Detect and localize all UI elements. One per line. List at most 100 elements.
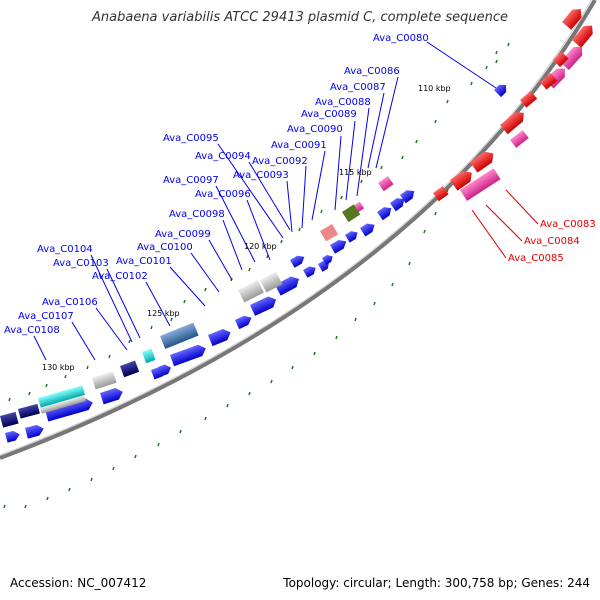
tick-mark-49 [3,504,6,509]
gene-ava-c0089 [342,204,361,223]
gene-label-ava-c0080[interactable]: Ava_C0080 [373,33,429,44]
tick-mark-30 [408,261,411,266]
accession-text: Accession: NC_007412 [10,576,147,590]
gene-blue-2 [377,207,392,221]
gene-label-ava-c0092[interactable]: Ava_C0092 [252,156,308,167]
gene-label-ava-c0102[interactable]: Ava_C0102 [92,271,148,282]
tick-mark-31 [391,282,394,287]
tick-mark-21 [108,354,111,359]
scale-labels: 110 kbp 115 kbp 120 kbp 125 kbp 130 kbp [42,84,451,372]
leader-red-0 [505,189,539,225]
scale-label-130: 130 kbp [42,363,75,372]
gene-blue-20 [322,255,333,265]
leader-blue-1 [375,76,399,169]
gene-label-ava-c0099[interactable]: Ava_C0099 [155,229,211,240]
gene-label-ava-c0088[interactable]: Ava_C0088 [315,97,371,108]
gene-ava-c0108-shape [0,411,19,428]
gene-blue-10-shape [235,315,252,330]
tick-mark-40 [204,416,207,421]
tick-mark-4 [434,119,437,124]
gene-blue-15-shape [45,398,93,422]
gene-ava-c0107-shape [18,403,40,419]
gene-label-ava-c0086[interactable]: Ava_C0086 [344,66,400,77]
gene-label-ava-c0087[interactable]: Ava_C0087 [330,82,386,93]
gene-label-ava-c0097[interactable]: Ava_C0097 [163,175,219,186]
leader-blue-20 [95,307,128,351]
gene-red-2 [572,25,593,48]
gene-label-ava-c0103[interactable]: Ava_C0103 [53,258,109,269]
gene-blue-3-shape [360,223,375,237]
backbone-circle [0,0,597,460]
gene-label-ava-c0095[interactable]: Ava_C0095 [163,133,219,144]
tick-mark-41 [179,429,182,434]
tick-mark-29 [423,229,426,234]
gene-blue-1-shape [390,198,405,212]
gene-ava-c0102-shape [120,360,140,378]
gene-ava-c0098 [160,322,199,349]
gene-label-ava-c0090[interactable]: Ava_C0090 [287,124,343,135]
leader-blue-16 [169,266,206,307]
leader-blue-19 [90,254,133,343]
gene-label-ava-c0089[interactable]: Ava_C0089 [301,109,357,120]
gene-blue-7 [303,266,316,278]
leader-blue-18 [106,268,141,339]
gene-features [0,9,593,443]
gene-label-ava-c0084[interactable]: Ava_C0084 [524,236,580,247]
tick-mark-51 [495,59,498,64]
gene-blue-12 [170,344,206,367]
summary-text: Topology: circular; Length: 300,758 bp; … [283,576,590,590]
gene-blue-5 [330,240,347,254]
gene-label-ava-c0108[interactable]: Ava_C0108 [4,325,60,336]
tick-mark-1 [485,65,488,70]
gene-label-ava-c0107[interactable]: Ava_C0107 [18,311,74,322]
gene-red-5 [470,151,494,173]
gene-red-3-shape [520,91,538,108]
gene-label-ava-c0096[interactable]: Ava_C0096 [195,189,251,200]
gene-red-1 [562,9,582,30]
tick-mark-20 [128,339,131,344]
gene-mag-4-shape [460,168,501,201]
gene-label-ava-c0085[interactable]: Ava_C0085 [508,253,564,264]
gene-blue-17-shape [5,430,20,443]
gene-blue-19-shape [290,255,305,268]
gene-label-ava-c0083[interactable]: Ava_C0083 [540,219,596,230]
tick-mark-50 [507,42,510,47]
gene-label-ava-c0093[interactable]: Ava_C0093 [233,170,289,181]
gene-blue-4 [345,231,358,243]
leader-blue-0 [426,41,497,89]
gene-red-6 [450,170,472,191]
gene-label-ava-c0091[interactable]: Ava_C0091 [271,140,327,151]
tick-mark-2 [470,81,473,86]
gene-label-ava-c0104[interactable]: Ava_C0104 [37,244,93,255]
tick-mark-6 [401,155,404,160]
gene-blue-18 [400,190,415,204]
leader-blue-4 [345,120,356,201]
gene-ava-c0091-shape [320,224,339,242]
leader-blue-14 [208,239,233,281]
gene-ava-c0098-shape [160,322,199,349]
tick-mark-35 [313,351,316,356]
gene-label-ava-c0100[interactable]: Ava_C0100 [137,242,193,253]
gene-label-ava-c0098[interactable]: Ava_C0098 [169,209,225,220]
tick-mark-18 [170,317,173,322]
gene-ava-c0106-shape [40,395,86,414]
gene-red-1-shape [562,9,582,30]
gene-label-ava-c0094[interactable]: Ava_C0094 [195,151,251,162]
scale-label-125: 125 kbp [147,309,180,318]
gene-ava-c0101-shape [142,348,156,364]
tick-mark-8 [360,179,363,184]
tick-mark-48 [24,504,27,509]
gene-label-ava-c0106[interactable]: Ava_C0106 [42,297,98,308]
gene-red-6-shape [450,170,472,191]
leader-blue-9 [248,161,291,231]
gene-blue-1 [390,198,405,212]
tick-mark-39 [226,403,229,408]
gene-blue-21-shape [158,364,171,377]
gene-ava-c0096-shape [238,280,264,303]
backbone-layer [0,0,597,460]
gene-ava-c0086-shape [378,176,394,192]
gene-label-ava-c0101[interactable]: Ava_C0101 [116,256,172,267]
leader-red-1 [485,204,523,242]
tick-mark-17 [183,299,186,304]
